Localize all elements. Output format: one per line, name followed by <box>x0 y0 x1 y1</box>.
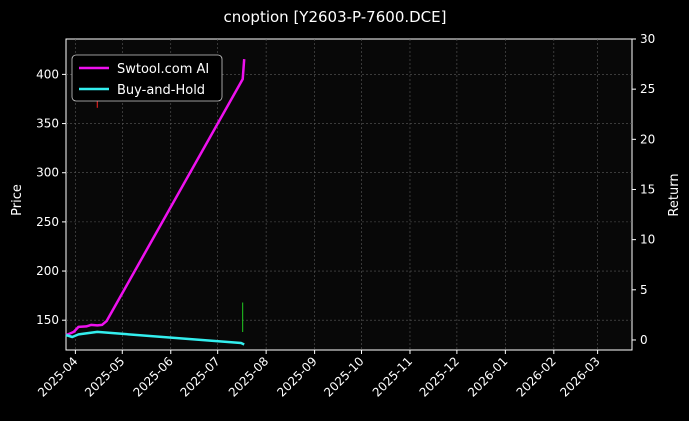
y-right-tick-label: 15 <box>640 182 655 196</box>
y-right-tick-label: 5 <box>640 283 648 297</box>
series-line-swtool <box>65 59 246 337</box>
x-tick-label: 2025-06 <box>131 354 176 399</box>
x-tick-label: 2025-07 <box>177 354 222 399</box>
y-right-tick-label: 20 <box>640 132 655 146</box>
y-right-tick-label: 25 <box>640 82 655 96</box>
x-tick-label: 2025-11 <box>370 354 415 399</box>
series-line-buy-and-hold <box>65 330 245 346</box>
legend-box <box>71 54 223 102</box>
legend-label-buy-and-hold: Buy-and-Hold <box>117 83 205 98</box>
y-axis-left: 150 200 250 300 350 400 <box>36 67 66 327</box>
y-left-tick-label: 150 <box>36 313 59 327</box>
legend-label-swtool: Swtool.com AI <box>117 62 209 77</box>
y-axis-left-label: Price <box>10 184 25 216</box>
y-axis-right: 0 5 10 15 20 25 30 <box>632 32 655 347</box>
y-left-tick-label: 300 <box>36 166 59 180</box>
y-left-tick-label: 350 <box>36 117 59 131</box>
x-tick-label: 2025-10 <box>321 354 366 399</box>
x-axis: 2025-04 2025-05 2025-06 2025-07 2025-08 2025-… <box>35 350 603 400</box>
x-tick-label: 2026-02 <box>514 354 559 399</box>
y-right-tick-label: 10 <box>640 233 655 247</box>
y-left-tick-label: 200 <box>36 264 59 278</box>
y-left-tick-label: 400 <box>36 67 59 81</box>
x-tick-label: 2026-01 <box>465 354 510 399</box>
x-tick-label: 2025-09 <box>274 354 319 399</box>
x-tick-label: 2025-12 <box>417 354 462 399</box>
x-tick-label: 2025-04 <box>35 354 80 399</box>
x-tick-label: 2025-05 <box>82 354 127 399</box>
x-tick-label: 2026-03 <box>557 354 602 399</box>
y-right-tick-label: 30 <box>640 32 655 46</box>
legend: Swtool.com AI Buy-and-Hold <box>71 54 223 102</box>
chart-title: cnoption [Y2603-P-7600.DCE] <box>224 8 447 26</box>
y-axis-right-label: Return <box>667 173 682 216</box>
y-left-tick-label: 250 <box>36 215 59 229</box>
y-right-tick-label: 0 <box>640 333 648 347</box>
series-lines <box>65 59 246 346</box>
x-tick-label: 2025-08 <box>226 354 271 399</box>
